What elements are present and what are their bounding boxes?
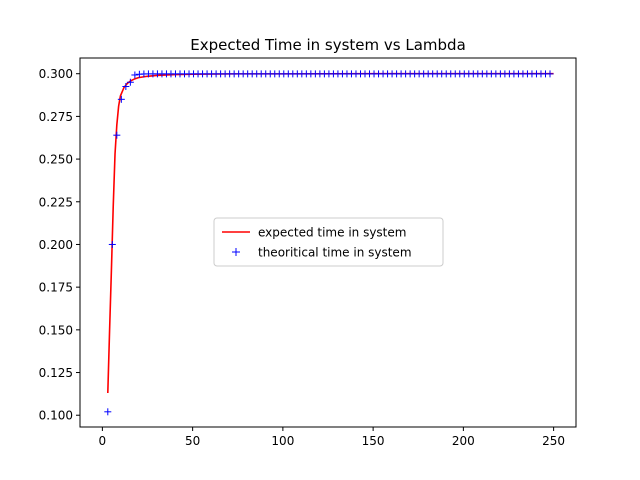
y-tick-label: 0.175 — [39, 281, 73, 295]
series-marker-theoritical — [117, 95, 125, 103]
y-tick-label: 0.200 — [39, 238, 73, 252]
legend-label-theoritical: theoritical time in system — [258, 246, 412, 260]
series-marker-theoritical — [546, 70, 554, 78]
axes: 0 50 100 150 200 250 0.100 0.125 0.150 0.175 0.200… — [39, 57, 577, 448]
x-tick-label: 150 — [362, 434, 385, 448]
x-tick-label: 250 — [542, 434, 565, 448]
legend: expected time in system theoritical time … — [213, 217, 444, 267]
x-tick-label: 100 — [271, 434, 294, 448]
x-tick-label: 0 — [99, 434, 107, 448]
y-tick-label: 0.300 — [39, 67, 73, 81]
y-tick-label: 0.225 — [39, 195, 73, 209]
y-tick-label: 0.100 — [39, 409, 73, 423]
x-tick-label: 200 — [452, 434, 475, 448]
series-marker-theoritical — [126, 78, 134, 86]
series-marker-theoritical — [104, 408, 112, 416]
plot-series — [104, 70, 554, 416]
series-marker-theoritical — [108, 240, 116, 248]
x-tick-label: 50 — [185, 434, 200, 448]
series-marker-theoritical — [113, 131, 121, 139]
y-tick-label: 0.250 — [39, 153, 73, 167]
series-marker-theoritical — [122, 83, 130, 91]
legend-swatch-theoritical — [232, 248, 240, 256]
legend-label-expected: expected time in system — [258, 226, 406, 240]
y-tick-label: 0.275 — [39, 110, 73, 124]
legend-box — [213, 217, 444, 267]
y-tick-label: 0.125 — [39, 366, 73, 380]
y-tick-label: 0.150 — [39, 323, 73, 337]
axes-frame — [79, 57, 577, 428]
series-marker-theoritical — [131, 71, 139, 79]
chart-title: Expected Time in system vs Lambda — [190, 36, 466, 54]
